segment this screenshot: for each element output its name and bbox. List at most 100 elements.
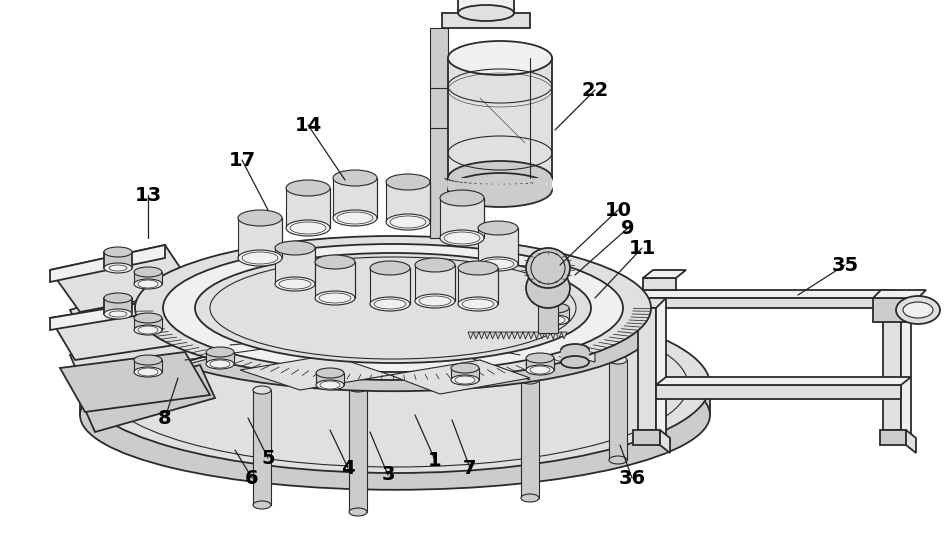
Ellipse shape xyxy=(80,297,710,473)
Ellipse shape xyxy=(451,375,479,385)
Polygon shape xyxy=(873,290,926,298)
Polygon shape xyxy=(430,28,448,238)
Ellipse shape xyxy=(195,253,591,363)
Text: 5: 5 xyxy=(261,449,275,468)
Polygon shape xyxy=(451,368,479,380)
Ellipse shape xyxy=(275,277,315,291)
Ellipse shape xyxy=(896,296,940,324)
Ellipse shape xyxy=(609,356,627,364)
Ellipse shape xyxy=(238,210,282,226)
Polygon shape xyxy=(883,290,893,308)
Polygon shape xyxy=(440,198,484,238)
Ellipse shape xyxy=(316,380,344,390)
Polygon shape xyxy=(349,388,367,512)
Polygon shape xyxy=(526,358,554,370)
Text: 1: 1 xyxy=(428,451,442,470)
Polygon shape xyxy=(638,308,656,430)
Ellipse shape xyxy=(104,247,132,257)
Ellipse shape xyxy=(206,347,234,357)
Polygon shape xyxy=(561,350,589,362)
Polygon shape xyxy=(521,380,539,498)
Ellipse shape xyxy=(134,279,162,289)
Ellipse shape xyxy=(134,355,162,365)
Polygon shape xyxy=(70,320,210,390)
Polygon shape xyxy=(458,268,498,304)
Polygon shape xyxy=(541,308,569,320)
Ellipse shape xyxy=(526,353,554,363)
Polygon shape xyxy=(638,298,893,308)
Ellipse shape xyxy=(80,340,710,490)
Ellipse shape xyxy=(134,367,162,377)
Polygon shape xyxy=(286,188,330,228)
Ellipse shape xyxy=(163,244,623,372)
Polygon shape xyxy=(458,0,514,13)
Ellipse shape xyxy=(349,508,367,516)
Ellipse shape xyxy=(458,297,498,311)
Ellipse shape xyxy=(526,248,570,288)
Polygon shape xyxy=(415,265,455,301)
Polygon shape xyxy=(134,272,162,284)
Ellipse shape xyxy=(521,376,539,384)
Polygon shape xyxy=(50,298,170,330)
Polygon shape xyxy=(880,430,906,445)
Polygon shape xyxy=(370,268,410,304)
Polygon shape xyxy=(275,248,315,284)
Text: 8: 8 xyxy=(159,408,172,427)
Polygon shape xyxy=(638,290,893,298)
Polygon shape xyxy=(104,252,132,268)
Polygon shape xyxy=(656,298,666,438)
Text: 9: 9 xyxy=(621,218,635,237)
Polygon shape xyxy=(660,430,670,453)
Ellipse shape xyxy=(415,294,455,308)
Ellipse shape xyxy=(286,180,330,196)
Polygon shape xyxy=(60,352,210,412)
Ellipse shape xyxy=(541,315,569,325)
Ellipse shape xyxy=(134,325,162,335)
Text: 13: 13 xyxy=(135,186,162,205)
Polygon shape xyxy=(442,13,530,28)
Polygon shape xyxy=(316,373,344,385)
Ellipse shape xyxy=(370,297,410,311)
Polygon shape xyxy=(104,298,132,314)
Polygon shape xyxy=(206,352,234,364)
Ellipse shape xyxy=(286,220,330,236)
Ellipse shape xyxy=(135,269,651,391)
Ellipse shape xyxy=(349,384,367,392)
Polygon shape xyxy=(633,430,660,445)
Ellipse shape xyxy=(903,302,933,318)
Ellipse shape xyxy=(609,456,627,464)
Ellipse shape xyxy=(478,257,518,271)
Ellipse shape xyxy=(458,5,514,21)
Text: 6: 6 xyxy=(245,469,258,488)
Ellipse shape xyxy=(315,255,355,269)
Polygon shape xyxy=(448,178,552,190)
Polygon shape xyxy=(238,218,282,258)
Text: 4: 4 xyxy=(341,458,354,477)
Polygon shape xyxy=(50,245,165,282)
Text: 36: 36 xyxy=(618,469,646,488)
Ellipse shape xyxy=(440,190,484,206)
Polygon shape xyxy=(570,305,648,360)
Text: 7: 7 xyxy=(464,458,477,477)
Ellipse shape xyxy=(561,356,589,368)
Ellipse shape xyxy=(521,494,539,502)
Polygon shape xyxy=(468,332,567,339)
Ellipse shape xyxy=(206,359,234,369)
Polygon shape xyxy=(80,385,710,415)
Ellipse shape xyxy=(526,268,570,308)
Polygon shape xyxy=(395,308,510,340)
Ellipse shape xyxy=(440,230,484,246)
Polygon shape xyxy=(285,308,395,338)
Ellipse shape xyxy=(104,309,132,319)
Text: 35: 35 xyxy=(831,256,859,275)
Ellipse shape xyxy=(333,210,377,226)
Polygon shape xyxy=(386,182,430,222)
Ellipse shape xyxy=(541,303,569,313)
Polygon shape xyxy=(656,377,911,385)
Ellipse shape xyxy=(315,291,355,305)
Ellipse shape xyxy=(134,313,162,323)
Text: 22: 22 xyxy=(581,80,609,99)
Polygon shape xyxy=(50,245,195,312)
Polygon shape xyxy=(873,298,918,322)
Text: 14: 14 xyxy=(294,116,322,135)
